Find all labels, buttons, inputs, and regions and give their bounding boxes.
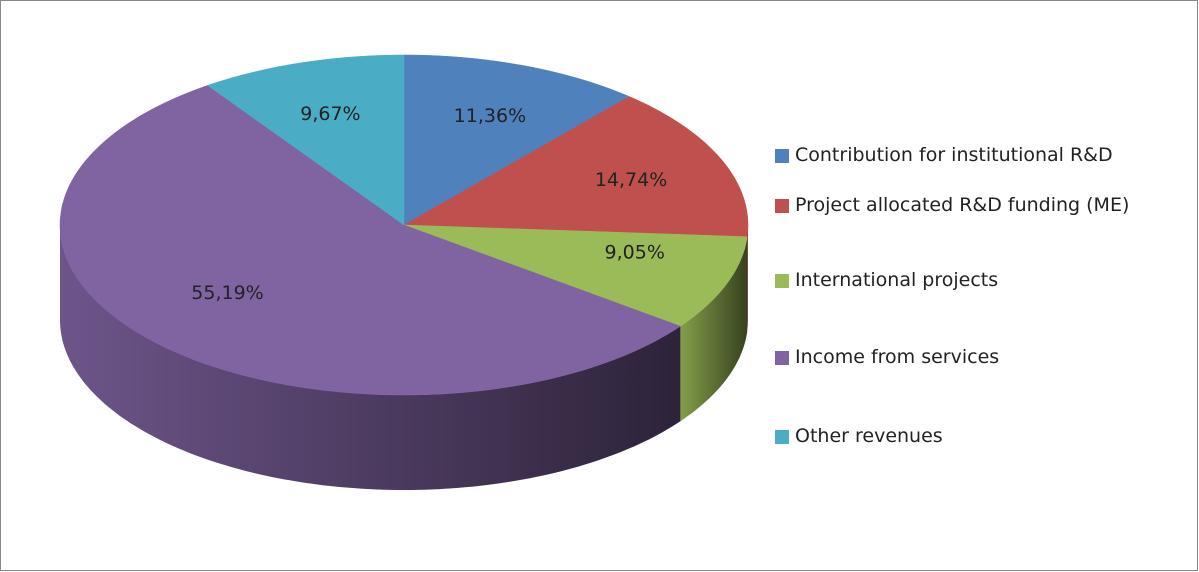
pie-tops [59, 54, 749, 396]
data-label: 14,74% [595, 169, 667, 191]
legend-label: Income from services [795, 346, 1000, 368]
legend-swatch [775, 199, 789, 213]
legend-swatch [775, 149, 789, 163]
data-label: 55,19% [191, 282, 263, 304]
data-labels: 11,36% 14,74% 9,05% 55,19% 9,67% [191, 103, 667, 304]
slice [403, 96, 749, 237]
legend-label: Project allocated R&D funding (ME) [795, 194, 1130, 216]
legend-swatch [775, 351, 789, 365]
slice [403, 54, 630, 226]
legend-item: Income from services [775, 344, 1175, 371]
slice-side [747, 225, 748, 332]
pie-sides [60, 225, 748, 490]
slice [207, 54, 405, 226]
legend-label: Other revenues [795, 425, 943, 447]
legend-swatch [775, 430, 789, 444]
slice-side [60, 225, 681, 490]
legend-item: International projects [775, 267, 1175, 294]
slice [403, 224, 748, 327]
data-label: 9,67% [300, 103, 360, 125]
slice-side [680, 236, 748, 422]
data-label: 11,36% [454, 105, 526, 127]
legend-label: Contribution for institutional R&D [795, 144, 1113, 166]
legend-item: Contribution for institutional R&D [775, 142, 1175, 169]
legend-item: Project allocated R&D funding (ME) [775, 192, 1175, 219]
legend-swatch [775, 274, 789, 288]
data-label: 9,05% [605, 241, 665, 263]
slice [59, 85, 681, 396]
legend-label: International projects [795, 269, 999, 291]
legend-item: Other revenues [775, 423, 1175, 450]
